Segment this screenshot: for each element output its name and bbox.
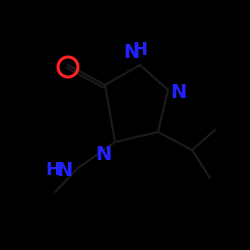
Text: N: N	[56, 160, 72, 180]
Text: H: H	[46, 161, 60, 179]
Text: H: H	[132, 41, 148, 59]
Text: N: N	[170, 82, 186, 102]
Text: N: N	[95, 146, 111, 165]
Text: N: N	[123, 42, 139, 62]
